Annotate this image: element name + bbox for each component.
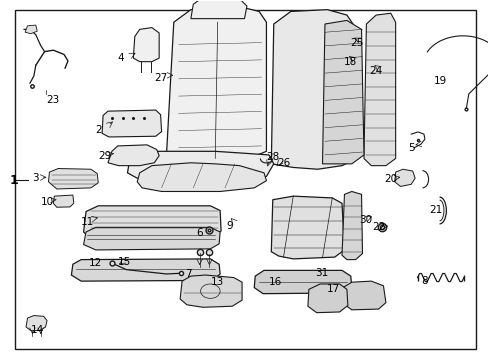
Text: 22: 22	[371, 222, 385, 232]
Text: 3: 3	[32, 173, 39, 183]
Polygon shape	[108, 145, 159, 166]
Text: 1: 1	[10, 174, 19, 186]
Polygon shape	[83, 227, 220, 250]
Polygon shape	[341, 281, 385, 310]
Polygon shape	[322, 21, 363, 164]
Polygon shape	[363, 13, 395, 166]
Text: 15: 15	[117, 257, 130, 267]
Text: 29: 29	[98, 150, 111, 161]
Text: 28: 28	[265, 152, 279, 162]
Text: 25: 25	[349, 38, 363, 48]
Text: 20: 20	[384, 174, 397, 184]
Text: 5: 5	[407, 143, 414, 153]
Text: 30: 30	[358, 215, 371, 225]
Polygon shape	[394, 169, 414, 186]
Polygon shape	[271, 196, 344, 259]
Polygon shape	[127, 151, 273, 182]
Polygon shape	[71, 259, 220, 281]
Text: 2: 2	[95, 125, 102, 135]
Text: 11: 11	[81, 217, 94, 227]
Text: 18: 18	[344, 57, 357, 67]
Text: 19: 19	[433, 76, 446, 86]
Text: 27: 27	[154, 73, 167, 83]
Polygon shape	[48, 168, 98, 189]
Text: 4: 4	[117, 53, 123, 63]
Polygon shape	[102, 110, 161, 137]
Text: 17: 17	[326, 284, 340, 294]
Text: 26: 26	[276, 158, 289, 168]
Polygon shape	[166, 8, 266, 164]
Polygon shape	[53, 195, 74, 207]
Text: 31: 31	[314, 267, 327, 278]
Text: 12: 12	[89, 258, 102, 268]
Text: 24: 24	[369, 66, 382, 76]
Polygon shape	[254, 270, 351, 294]
Text: 13: 13	[211, 277, 224, 287]
Polygon shape	[26, 316, 47, 330]
Text: 8: 8	[421, 276, 427, 286]
Text: 6: 6	[196, 228, 203, 238]
Polygon shape	[307, 284, 347, 313]
Polygon shape	[341, 192, 362, 260]
Text: 16: 16	[268, 277, 281, 287]
Polygon shape	[133, 28, 159, 62]
Polygon shape	[190, 0, 246, 19]
Polygon shape	[137, 163, 266, 192]
Text: 9: 9	[226, 221, 233, 230]
Polygon shape	[83, 206, 221, 238]
Text: 7: 7	[185, 269, 191, 279]
Polygon shape	[25, 25, 37, 34]
Text: 23: 23	[47, 95, 60, 105]
Polygon shape	[271, 10, 356, 169]
Polygon shape	[180, 275, 242, 307]
Text: 10: 10	[41, 197, 54, 207]
Text: 21: 21	[428, 206, 442, 216]
Text: 14: 14	[31, 325, 44, 335]
